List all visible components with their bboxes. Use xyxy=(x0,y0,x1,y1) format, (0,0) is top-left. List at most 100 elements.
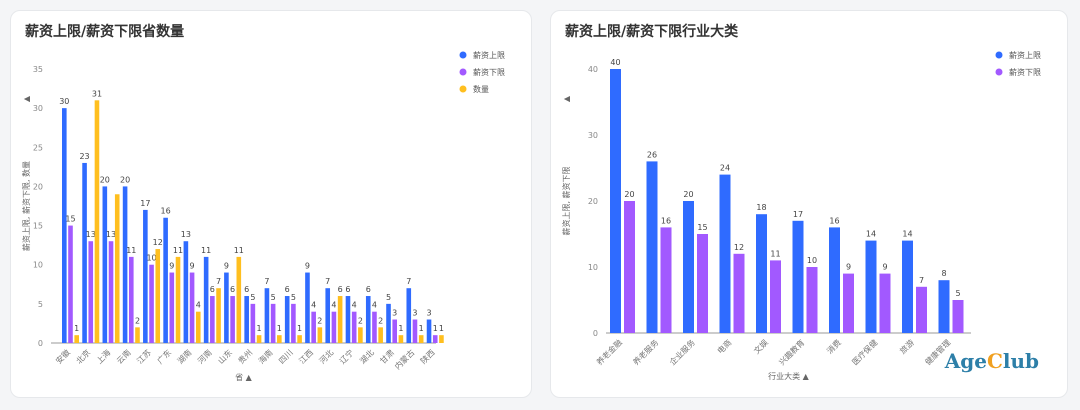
bar xyxy=(155,249,161,343)
bar xyxy=(297,335,302,343)
data-label: 5 xyxy=(250,293,255,302)
bar xyxy=(236,256,242,343)
bar xyxy=(331,311,337,343)
x-tick-label: 养老金融 xyxy=(594,337,624,367)
bar xyxy=(432,335,438,343)
bar xyxy=(224,272,229,343)
y-tick-label: 10 xyxy=(588,263,598,272)
data-label: 5 xyxy=(386,293,391,302)
data-label: 1 xyxy=(398,324,403,333)
data-label: 2 xyxy=(135,316,140,325)
bar xyxy=(108,241,114,343)
x-tick-label: 消费 xyxy=(825,337,843,355)
bar xyxy=(189,272,195,343)
bar xyxy=(386,303,391,343)
data-label: 11 xyxy=(201,246,211,255)
x-tick-label: 养老服务 xyxy=(631,337,661,367)
x-tick-label: 甘肃 xyxy=(378,347,396,365)
data-label: 9 xyxy=(169,262,174,271)
data-label: 6 xyxy=(244,285,249,294)
bar xyxy=(244,296,249,343)
bar xyxy=(719,174,731,333)
bar xyxy=(88,241,94,343)
data-label: 15 xyxy=(697,223,707,232)
bar xyxy=(806,267,818,333)
data-label: 4 xyxy=(372,301,377,310)
bar xyxy=(646,161,658,333)
x-tick-label: 湖北 xyxy=(358,348,376,366)
bar xyxy=(843,273,854,333)
y-tick-label: 35 xyxy=(33,65,43,74)
data-label: 6 xyxy=(285,285,290,294)
bar xyxy=(210,296,215,343)
bar xyxy=(337,296,343,343)
data-label: 18 xyxy=(756,203,766,212)
data-label: 20 xyxy=(683,190,693,199)
bar xyxy=(284,296,290,343)
bar xyxy=(163,217,168,343)
y-tick-label: 25 xyxy=(33,143,43,152)
bar xyxy=(938,280,950,333)
data-label: 7 xyxy=(919,276,924,285)
data-label: 14 xyxy=(902,230,912,239)
bar xyxy=(143,209,148,343)
data-label: 23 xyxy=(79,152,89,161)
bar xyxy=(406,288,412,343)
y-tick-label: 30 xyxy=(588,131,598,140)
data-label: 1 xyxy=(297,324,302,333)
bar xyxy=(325,288,331,343)
data-label: 1 xyxy=(257,324,262,333)
x-tick-label: 山东 xyxy=(216,347,234,365)
data-label: 6 xyxy=(210,285,215,294)
bar xyxy=(270,303,276,343)
bar xyxy=(426,319,432,343)
data-label: 40 xyxy=(610,58,620,67)
legend-marker xyxy=(995,51,1003,59)
y-axis-sort-icon: ▲ xyxy=(22,95,31,102)
bar xyxy=(277,335,282,343)
data-label: 16 xyxy=(661,216,671,225)
x-tick-label: 江西 xyxy=(297,348,315,366)
data-label: 9 xyxy=(882,263,887,272)
bar xyxy=(358,327,363,343)
data-label: 17 xyxy=(140,199,150,208)
bar xyxy=(733,253,745,333)
data-label: 13 xyxy=(106,230,116,239)
x-tick-label: 上海 xyxy=(94,347,112,365)
x-tick-label: 辽宁 xyxy=(337,347,355,365)
bar xyxy=(683,201,694,333)
data-label: 12 xyxy=(153,238,163,247)
x-tick-label: 兴趣教育 xyxy=(777,337,807,367)
bar xyxy=(82,162,87,343)
bar xyxy=(398,335,404,343)
x-axis-title: 行业大类 ▲ xyxy=(768,371,810,381)
bar xyxy=(365,296,371,343)
bar xyxy=(291,303,296,343)
data-label: 3 xyxy=(426,309,431,318)
data-label: 2 xyxy=(358,316,363,325)
legend-label: 薪资上限 xyxy=(473,50,505,60)
y-tick-label: 15 xyxy=(33,222,43,231)
x-tick-label: 旅游 xyxy=(898,337,916,355)
data-label: 10 xyxy=(146,254,156,263)
bar xyxy=(372,311,377,343)
data-label: 13 xyxy=(181,230,191,239)
bar xyxy=(305,272,310,343)
data-label: 20 xyxy=(120,175,130,184)
data-label: 4 xyxy=(352,301,357,310)
x-tick-label: 文娱 xyxy=(752,337,770,355)
bar xyxy=(610,69,621,333)
data-label: 11 xyxy=(126,246,136,255)
x-tick-label: 内蒙古 xyxy=(392,347,416,371)
bar xyxy=(128,256,134,343)
bar xyxy=(865,240,877,333)
bar xyxy=(169,272,175,343)
data-label: 5 xyxy=(271,293,276,302)
data-label: 3 xyxy=(392,309,397,318)
bar xyxy=(351,311,357,343)
data-label: 11 xyxy=(234,246,244,255)
province-chart-canvas: 0510152025303530151安徽231331北京2013上海20112… xyxy=(21,50,505,382)
bar xyxy=(135,327,140,343)
chart-card-industry: 薪资上限/薪资下限行业大类 0 10 20 30 40 40 20 养老金融 26 16 养老服务 2… xyxy=(550,10,1068,398)
legend-marker xyxy=(995,68,1003,76)
